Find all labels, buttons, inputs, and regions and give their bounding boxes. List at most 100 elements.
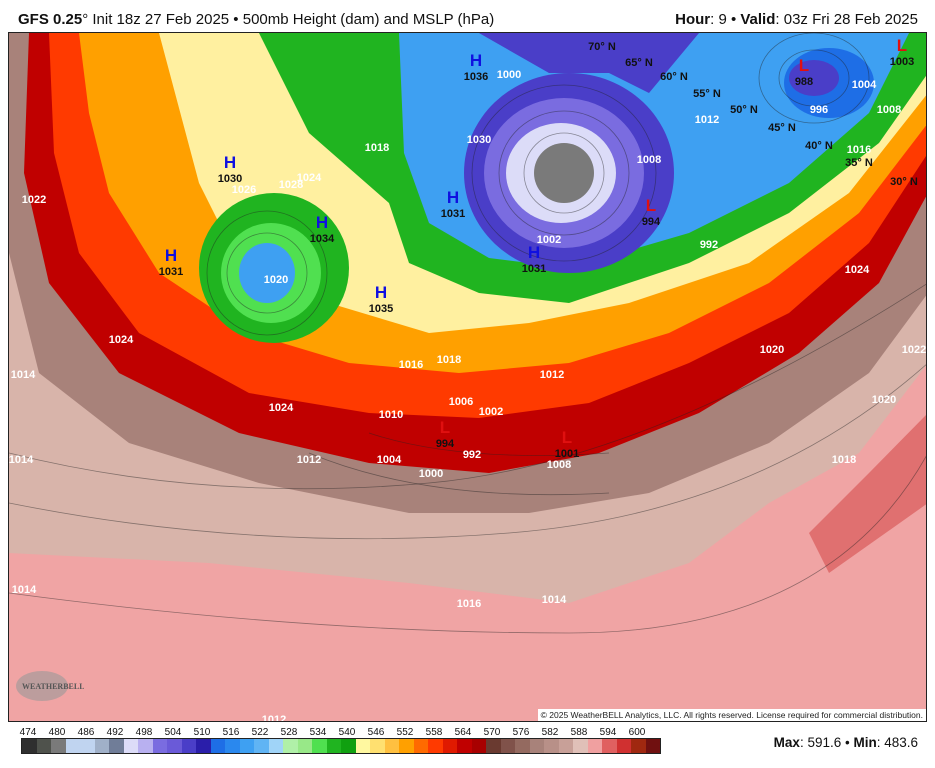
isobar-label: 1014 — [12, 584, 37, 596]
valid-time: Hour: 9 • Valid: 03z Fri 28 Feb 2025 — [675, 11, 918, 28]
pressure-center-high-symbol: H — [375, 283, 387, 302]
isobar-label: 1012 — [262, 714, 286, 722]
colorbar-tick: 594 — [599, 727, 617, 738]
latitude-label: 65° N — [625, 57, 653, 69]
colorbar-swatch — [486, 739, 501, 753]
isobar-label: 1010 — [379, 409, 403, 421]
isobar-label: 1024 — [297, 172, 322, 184]
hour-label: Hour — [675, 11, 711, 28]
colorbar-swatch — [573, 739, 588, 753]
pressure-center-value: 1031 — [159, 266, 183, 278]
isobar-label: 1020 — [872, 394, 896, 406]
colorbar-tick: 558 — [425, 727, 443, 738]
isobar-label: 1014 — [9, 454, 34, 466]
colorbar-swatch — [558, 739, 573, 753]
colorbar-swatch — [602, 739, 617, 753]
pressure-center-value: 1031 — [441, 208, 465, 220]
latitude-label: 40° N — [805, 140, 833, 152]
isobar-label: 992 — [700, 239, 718, 251]
isobar-label: 1020 — [264, 274, 288, 286]
pressure-center-low-symbol: L — [562, 428, 572, 447]
pressure-center-value: 1031 — [522, 263, 546, 275]
colorbar-swatch — [341, 739, 356, 753]
shading-purple-band — [479, 33, 699, 93]
isobar-label: 1018 — [365, 142, 389, 154]
latitude-label: 35° N — [845, 157, 873, 169]
colorbar-swatch — [268, 739, 283, 753]
isobar-label: 1014 — [542, 594, 567, 606]
colorbar-swatch — [515, 739, 530, 753]
latitude-label: 55° N — [693, 88, 721, 100]
isobar-label: 1008 — [547, 459, 571, 471]
colorbar-tick: 528 — [280, 727, 298, 738]
isobar-label: 1018 — [437, 354, 461, 366]
pressure-center-value: 1001 — [555, 448, 579, 460]
colorbar-swatch — [80, 739, 95, 753]
colorbar-tick: 582 — [541, 727, 559, 738]
isobar-label: 1004 — [852, 79, 877, 91]
pressure-center-high-symbol: H — [528, 243, 540, 262]
pressure-center-low-symbol: L — [440, 418, 450, 437]
colorbar-swatch — [283, 739, 298, 753]
pressure-center-value: 1036 — [464, 71, 488, 83]
isobar-label: 1002 — [479, 406, 503, 418]
colorbar-swatch — [384, 739, 399, 753]
shading-pink-band — [809, 415, 926, 573]
colorbar-swatch — [181, 739, 196, 753]
isobar-label: 1016 — [457, 598, 481, 610]
isobar-label: 1030 — [467, 134, 491, 146]
isobar-label: 1000 — [419, 468, 443, 480]
colorbar-tick: 480 — [48, 727, 66, 738]
colorbar-swatch — [123, 739, 138, 753]
colorbar-swatch — [239, 739, 254, 753]
colorbar-swatch — [109, 739, 124, 753]
pressure-center-low-symbol: L — [646, 196, 656, 215]
colorbar-tick: 486 — [77, 727, 95, 738]
colorbar-swatch — [312, 739, 327, 753]
pressure-center-low-symbol: L — [799, 56, 809, 75]
colorbar-swatch — [196, 739, 211, 753]
valid-value: : 03z Fri 28 Feb 2025 — [775, 11, 918, 28]
colorbar-swatch — [428, 739, 443, 753]
colorbar-swatch — [254, 739, 269, 753]
colorbar-swatch — [471, 739, 486, 753]
colorbar-swatch — [138, 739, 153, 753]
isobar-label: 1018 — [832, 454, 856, 466]
pressure-center-high-symbol: H — [447, 188, 459, 207]
isobar-label: 992 — [463, 449, 481, 461]
pressure-center-value: 1034 — [310, 233, 335, 245]
colorbar-swatch — [587, 739, 602, 753]
colorbar-swatch — [529, 739, 544, 753]
pressure-center-value: 1035 — [369, 303, 393, 315]
pressure-center-high-symbol: H — [165, 246, 177, 265]
isobar-label: 1020 — [760, 344, 784, 356]
valid-label: Valid — [740, 11, 776, 28]
isobar-label: 1012 — [297, 454, 321, 466]
max-min-readout: Max: 591.6 • Min: 483.6 — [774, 735, 918, 750]
colorbar-swatch — [210, 739, 225, 753]
colorbar-swatch — [399, 739, 414, 753]
colorbar-tick: 492 — [106, 727, 124, 738]
colorbar-tick: 474 — [19, 727, 37, 738]
weatherbell-logo: WEATHERBELL — [14, 668, 85, 709]
colorbar-tick: 570 — [483, 727, 501, 738]
isobar-label: 1016 — [399, 359, 423, 371]
copyright-notice: © 2025 WeatherBELL Analytics, LLC. All r… — [537, 709, 926, 721]
pressure-center-value: 994 — [436, 438, 455, 450]
colorbar-swatch — [51, 739, 66, 753]
isobar-label: 1022 — [902, 344, 926, 356]
colorbar-tick: 552 — [396, 727, 414, 738]
colorbar-swatch — [355, 739, 370, 753]
pressure-center-value: 994 — [642, 216, 661, 228]
colorbar-tick: 546 — [367, 727, 385, 738]
colorbar-tick: 522 — [251, 727, 269, 738]
pressure-center-value: 1030 — [218, 173, 242, 185]
isobar-label: 1012 — [695, 114, 719, 126]
colorbar-swatch — [22, 739, 37, 753]
colorbar-tick: 600 — [628, 727, 646, 738]
isobar-label: 1024 — [845, 264, 870, 276]
isobar-lines — [9, 33, 926, 634]
isobar-label: 1022 — [22, 194, 46, 206]
colorbar-swatch — [413, 739, 428, 753]
min-label: Min — [853, 735, 877, 750]
